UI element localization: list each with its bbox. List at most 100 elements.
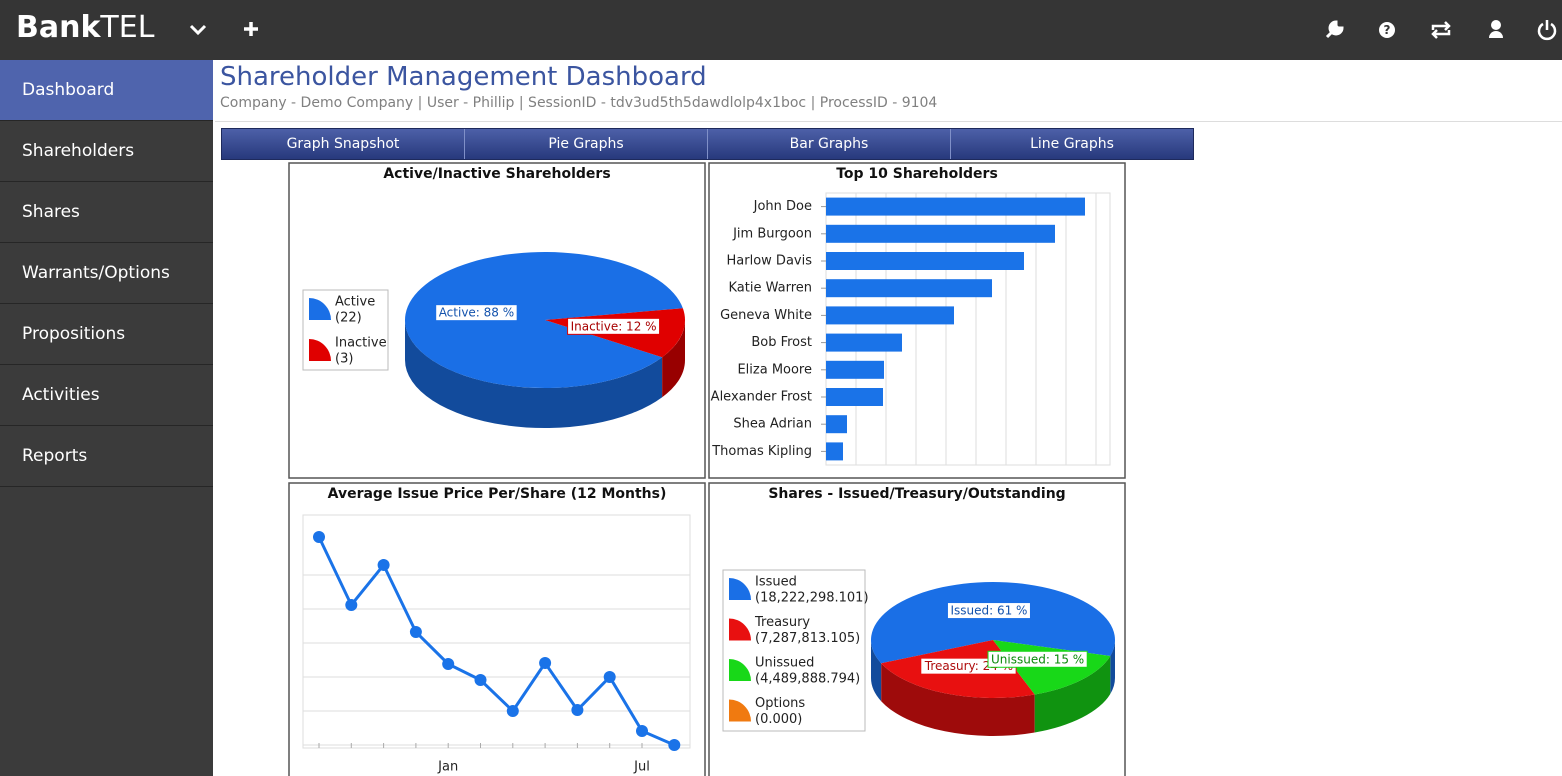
bar (826, 279, 992, 298)
help-icon[interactable] (1379, 22, 1395, 38)
nav-item[interactable]: Shareholders (0, 121, 213, 182)
bar (826, 388, 883, 406)
legend-swatch (309, 298, 331, 320)
nav-item[interactable]: Reports (0, 426, 213, 487)
point (539, 657, 552, 669)
user-icon[interactable] (1491, 20, 1501, 30)
slice-label: Active: 88 % (439, 306, 514, 320)
user-icon-body (1489, 31, 1503, 38)
bar (826, 197, 1085, 216)
slice-label-box (946, 602, 1031, 620)
plot-area (302, 514, 691, 749)
chart-panel (288, 162, 706, 479)
pie-side (404, 320, 663, 429)
y-tick-label: Bob Frost (751, 335, 812, 350)
y-tick-label: Shea Adrian (733, 417, 812, 432)
legend-value: (7,287,813.105) (755, 631, 860, 646)
legend-value: (18,222,298.101) (755, 591, 869, 606)
legend-swatch (729, 659, 751, 681)
tab[interactable]: Line Graphs (951, 129, 1193, 159)
slice-label: Inactive: 12 % (571, 319, 657, 333)
bar (826, 360, 884, 379)
nav-item[interactable]: Shares (0, 182, 213, 243)
point (377, 559, 390, 571)
nav-item[interactable]: Activities (0, 365, 213, 426)
slice-label-box (567, 317, 661, 335)
pie-slice (404, 252, 683, 389)
y-tick-label: John Doe (753, 199, 812, 214)
point (313, 531, 325, 543)
slice-label-box (435, 304, 518, 322)
tab[interactable]: Graph Snapshot (222, 129, 465, 159)
x-tick-label: Jul (633, 760, 650, 775)
divider (215, 121, 1562, 122)
pie-slice (993, 640, 1111, 656)
bar (826, 333, 902, 352)
bar (826, 224, 1055, 243)
y-tick-label: Geneva White (720, 308, 812, 323)
slice-label: Unissued: 15 % (991, 652, 1084, 666)
chart-title: Active/Inactive Shareholders (383, 166, 610, 182)
point (442, 658, 455, 670)
legend-swatch (309, 339, 331, 361)
legend-value: (22) (335, 311, 362, 326)
y-tick-label: Eliza Moore (737, 362, 812, 377)
slice-label: Issued: 61 % (950, 604, 1027, 618)
legend-value: (3) (335, 352, 353, 367)
toolbar-icons: ? (189, 20, 1557, 41)
help-glyph: ? (1384, 23, 1391, 37)
brand-bold: Bank (16, 10, 101, 45)
legend-swatch (729, 699, 751, 722)
bar (826, 442, 843, 461)
refresh-icon[interactable] (1431, 21, 1451, 39)
chart-panel (708, 482, 1126, 776)
slice-label-box (987, 650, 1088, 668)
point (345, 599, 358, 611)
legend (722, 569, 866, 732)
pie-slice (881, 640, 1035, 698)
pie-side (1110, 640, 1115, 694)
brand-light: TEL (100, 10, 155, 45)
plot-area (825, 192, 1111, 466)
point (409, 626, 422, 638)
legend-label: Issued (755, 575, 797, 590)
power-icon[interactable] (1537, 20, 1557, 41)
tab[interactable]: Bar Graphs (708, 129, 951, 159)
point (506, 705, 519, 717)
pie-slice (993, 640, 1111, 695)
point (571, 704, 584, 716)
top-bar: BankTEL ? (0, 0, 1562, 60)
brand[interactable]: BankTEL (16, 10, 154, 45)
nav-item[interactable]: Warrants/Options (0, 243, 213, 304)
tab-bar: Graph Snapshot Pie Graphs Bar Graphs Line G… (221, 128, 1194, 160)
legend-label: Treasury (754, 615, 810, 630)
tab[interactable]: Pie Graphs (465, 129, 708, 159)
y-tick-label: Thomas Kipling (711, 444, 812, 459)
y-tick-label: Katie Warren (728, 281, 812, 296)
legend-swatch (729, 618, 751, 641)
chart-title: Average Issue Price Per/Share (12 Months… (328, 486, 667, 502)
slice-label-box (920, 657, 1017, 675)
slice-label: Treasury: 24 % (924, 659, 1013, 673)
add-icon[interactable] (244, 22, 258, 36)
settings-icon[interactable] (1325, 20, 1344, 39)
point (474, 674, 487, 686)
nav-item[interactable]: Dashboard (0, 60, 213, 121)
legend (302, 289, 389, 371)
chart-panel (708, 162, 1126, 479)
legend-label: Options (755, 696, 805, 711)
bar (826, 306, 954, 325)
pie-slice (545, 308, 685, 358)
chart-title: Top 10 Shareholders (836, 166, 998, 182)
legend-value: (0.000) (755, 712, 802, 727)
legend-swatch (729, 578, 751, 600)
nav-item[interactable]: Propositions (0, 304, 213, 365)
page-title: Shareholder Management Dashboard (220, 62, 707, 92)
point (668, 739, 681, 751)
legend-label: Active (335, 295, 375, 310)
dropdown-icon[interactable] (189, 24, 207, 36)
legend-label: Unissued (755, 656, 814, 671)
pie-slice (871, 581, 1115, 664)
line (317, 536, 675, 747)
